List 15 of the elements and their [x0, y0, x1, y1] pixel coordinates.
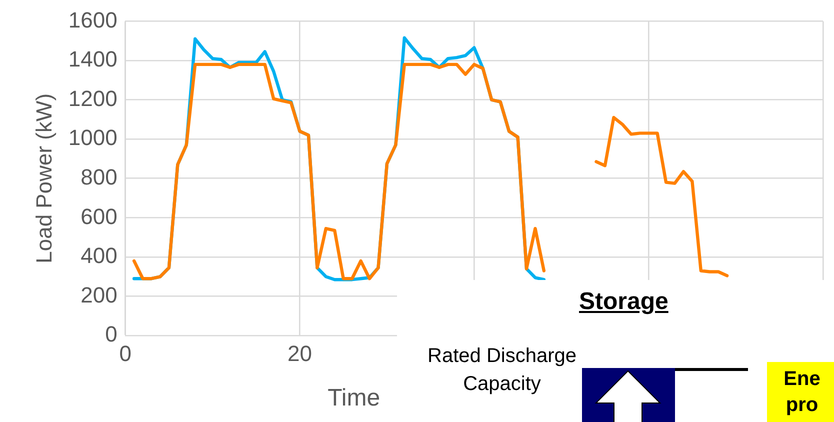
text: Ene pro: [767, 362, 834, 422]
y-tick-label: 0: [105, 322, 118, 347]
y-tick-label: 200: [80, 282, 118, 308]
y-axis-title: Load Power (kW): [31, 93, 56, 264]
text: Rated Discharge Capacity: [426, 344, 578, 397]
y-tick-label: 1200: [68, 86, 118, 111]
annotation: Storage: [579, 288, 668, 316]
x-tick-label: 20: [288, 340, 312, 366]
y-tick-label: 400: [80, 243, 118, 268]
y-tick-label: 600: [80, 204, 118, 229]
y-tick-label: 1400: [68, 46, 118, 72]
x-axis-title: Time: [328, 384, 380, 412]
y-tick-label: 1600: [68, 7, 118, 32]
y-tick-label: 800: [80, 164, 118, 190]
y-tick-label: 1000: [68, 125, 118, 150]
